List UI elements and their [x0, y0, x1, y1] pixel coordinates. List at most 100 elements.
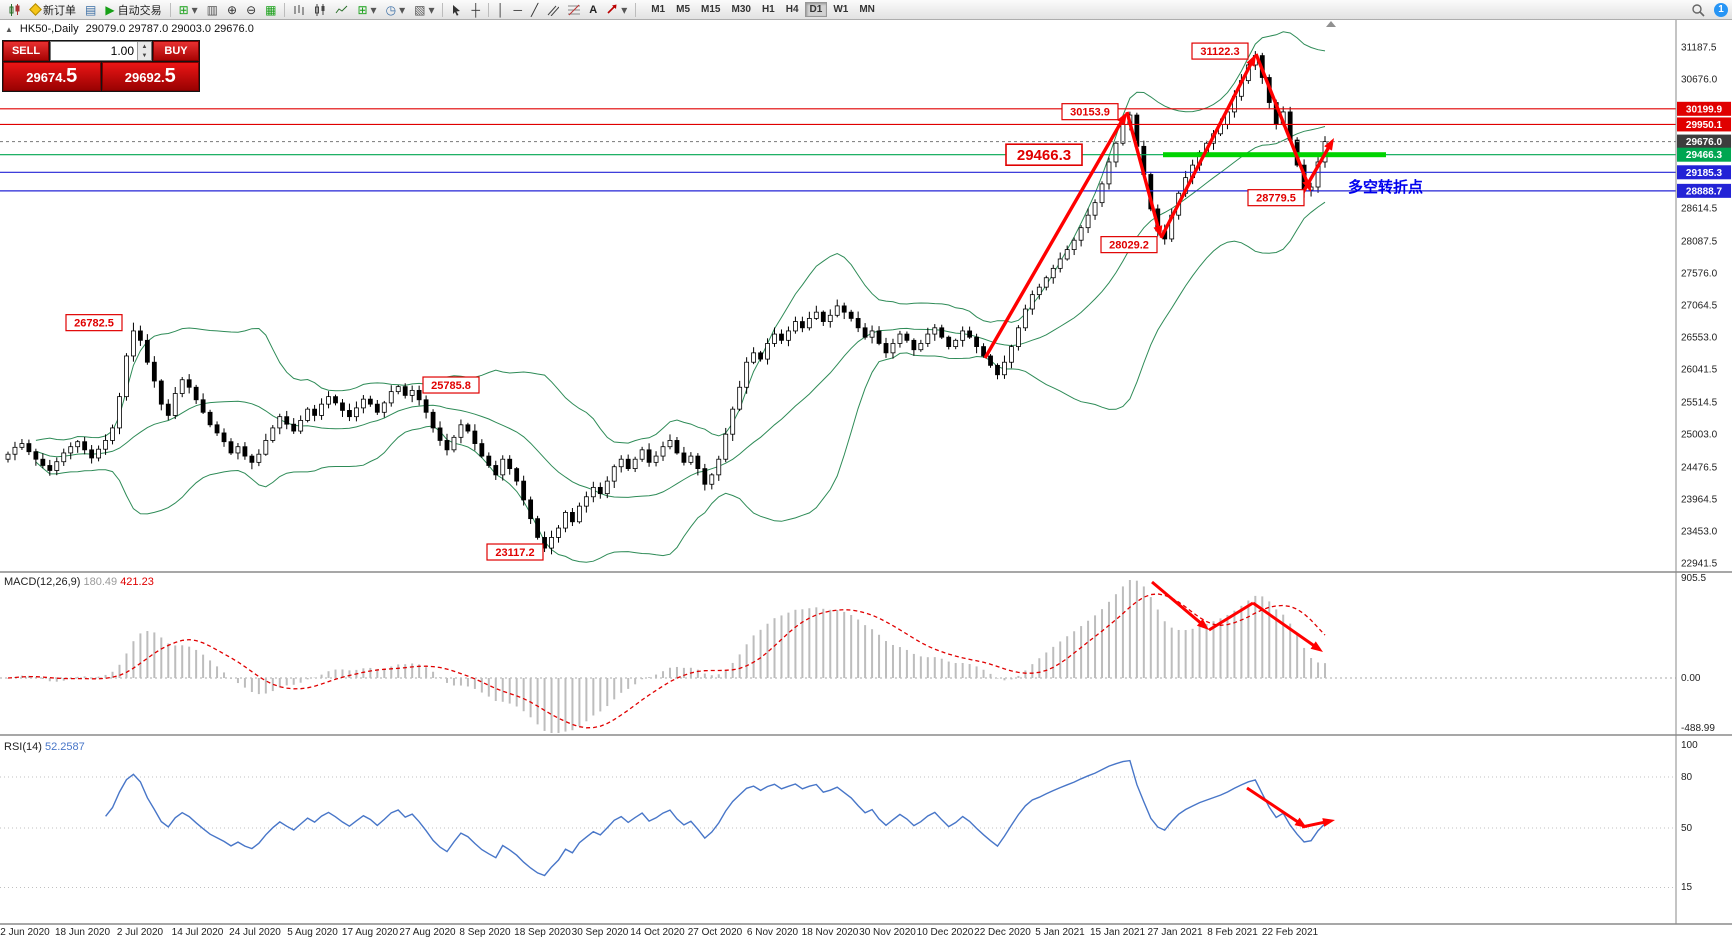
timeframe-button-M5[interactable]: M5: [671, 2, 695, 17]
buy-price-button[interactable]: 29692. 5: [102, 62, 200, 91]
play-icon: ▶: [105, 4, 114, 16]
trendline-button[interactable]: ╱: [527, 1, 542, 18]
date-axis-label: 15 Jan 2021: [1090, 927, 1145, 938]
horizontal-line-button[interactable]: ─: [509, 1, 526, 18]
price-callout-28029.2[interactable]: 28029.2: [1101, 237, 1157, 253]
date-axis-label: 5 Aug 2020: [287, 927, 338, 938]
text-annotations[interactable]: 多空转折点: [1348, 178, 1423, 196]
fibonacci-button[interactable]: [564, 1, 584, 18]
fibonacci-icon: [568, 4, 580, 16]
crosshair-button[interactable]: ┼: [467, 1, 484, 18]
price-axis-tick: 25514.5: [1681, 397, 1718, 408]
timeframe-button-M30[interactable]: M30: [726, 2, 755, 17]
notification-badge[interactable]: 1: [1714, 3, 1728, 17]
search-button[interactable]: [1687, 1, 1709, 18]
channel-icon: [547, 4, 559, 16]
toolbar-separator: [635, 3, 636, 17]
charts-toolbar-button[interactable]: [4, 1, 26, 18]
svg-text:26782.5: 26782.5: [74, 318, 114, 330]
candle-chart-type-button[interactable]: [310, 1, 330, 18]
price-callout-31122.3[interactable]: 31122.3: [1192, 43, 1248, 59]
annotation-text[interactable]: 多空转折点: [1348, 178, 1423, 196]
rsi-axis-label: 50: [1681, 823, 1693, 834]
price-tag-28888.7: 28888.7: [1677, 184, 1731, 198]
tile-windows-button[interactable]: ▦: [261, 1, 280, 18]
toolbar-separator: [170, 3, 171, 17]
timeframe-button-M1[interactable]: M1: [646, 2, 670, 17]
zoom-in-button[interactable]: ⊕: [223, 1, 241, 18]
date-axis-label: 18 Jun 2020: [55, 927, 110, 938]
periods-button[interactable]: ◷▾: [382, 1, 410, 18]
timeframe-button-D1[interactable]: D1: [805, 2, 828, 17]
line-chart-type-button[interactable]: [331, 1, 352, 18]
toolbar-separator: [442, 3, 443, 17]
channel-button[interactable]: [543, 1, 563, 18]
date-axis-label: 27 Aug 2020: [399, 927, 456, 938]
thick-green-support-line[interactable]: [1163, 152, 1386, 157]
one-click-expander-icon[interactable]: ▲: [5, 25, 13, 34]
expert-advisors-button[interactable]: ▤: [81, 1, 100, 18]
svg-text:30199.9: 30199.9: [1686, 104, 1723, 115]
volume-up-button[interactable]: ▲: [138, 42, 151, 51]
price-axis-tick: 27064.5: [1681, 301, 1718, 312]
zoom-out-button[interactable]: ⊖: [242, 1, 260, 18]
date-axis-label: 10 Dec 2020: [917, 927, 974, 938]
price-callout-29466.3[interactable]: 29466.3: [1006, 144, 1082, 165]
profiles-icon: ▥: [207, 4, 218, 16]
new-order-label: 新订单: [43, 2, 76, 18]
line-chart-icon: [335, 4, 348, 16]
price-callout-26782.5[interactable]: 26782.5: [66, 315, 122, 331]
date-axis-label: 27 Oct 2020: [688, 927, 743, 938]
auto-trading-button[interactable]: ▶ 自动交易: [101, 1, 165, 18]
indicators-button[interactable]: ⊞▾: [353, 1, 380, 18]
arrow-tool-icon: [606, 4, 618, 15]
price-axis-tick: 26041.5: [1681, 365, 1718, 376]
timeframe-button-W1[interactable]: W1: [828, 2, 853, 17]
bar-chart-type-button[interactable]: [289, 1, 309, 18]
price-tag-29950.1: 29950.1: [1677, 117, 1731, 131]
date-axis-label: 8 Feb 2021: [1207, 927, 1258, 938]
timeframe-button-H4[interactable]: H4: [781, 2, 804, 17]
text-tool-button[interactable]: A: [585, 1, 601, 18]
symbol-period-label: HK50-,Daily: [20, 23, 79, 35]
horizontal-line-icon: ─: [513, 4, 522, 16]
date-axis-label: 22 Feb 2021: [1262, 927, 1319, 938]
volume-box: 1.00 ▲ ▼: [50, 41, 152, 61]
price-callout-25785.8[interactable]: 25785.8: [423, 377, 479, 393]
svg-text:31122.3: 31122.3: [1200, 46, 1239, 58]
templates-button[interactable]: ▧▾: [410, 1, 438, 18]
profiles-button[interactable]: ▥: [203, 1, 222, 18]
price-callout-28779.5[interactable]: 28779.5: [1248, 190, 1304, 206]
timeframe-button-MN[interactable]: MN: [854, 2, 880, 17]
date-axis-label: 24 Jul 2020: [229, 927, 281, 938]
date-axis-label: 8 Sep 2020: [459, 927, 511, 938]
arrows-tool-button[interactable]: ▾: [602, 1, 631, 18]
volume-input[interactable]: 1.00: [51, 42, 137, 60]
price-callout-23117.2[interactable]: 23117.2: [487, 544, 543, 560]
volume-down-button[interactable]: ▼: [138, 51, 151, 60]
toolbar-separator: [284, 3, 285, 17]
sell-price-pip: 5: [66, 66, 77, 86]
timeframe-button-H1[interactable]: H1: [757, 2, 780, 17]
price-callout-30153.9[interactable]: 30153.9: [1062, 104, 1118, 120]
date-axis-label: 27 Jan 2021: [1147, 927, 1202, 938]
buy-button[interactable]: BUY: [153, 41, 199, 61]
terminal-icon: ▤: [85, 4, 96, 16]
svg-text:28888.7: 28888.7: [1686, 186, 1723, 197]
macd-axis-label: -488.99: [1681, 723, 1715, 734]
vertical-line-button[interactable]: │: [493, 1, 509, 18]
price-axis-tick: 28614.5: [1681, 204, 1718, 215]
new-order-button[interactable]: 新订单: [27, 1, 80, 18]
sell-price-main: 29674.: [26, 70, 66, 85]
sell-price-button[interactable]: 29674. 5: [3, 62, 101, 91]
templates-icon: ▧: [414, 4, 425, 16]
date-axis-label: 2 Jul 2020: [117, 927, 164, 938]
timeframe-button-M15[interactable]: M15: [696, 2, 725, 17]
new-chart-button[interactable]: ⊞▾: [175, 1, 202, 18]
sell-button[interactable]: SELL: [3, 41, 49, 61]
cursor-button[interactable]: [447, 1, 466, 18]
date-axis-label: 14 Oct 2020: [630, 927, 685, 938]
date-axis-label: 6 Nov 2020: [747, 927, 799, 938]
